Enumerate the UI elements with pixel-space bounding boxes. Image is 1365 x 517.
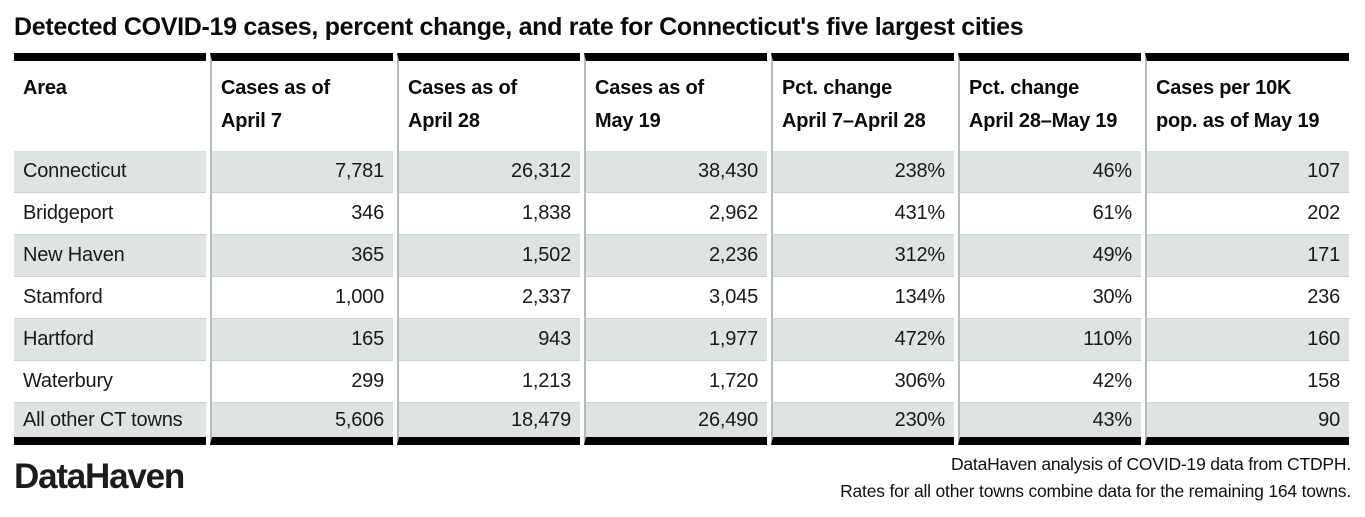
table-row-stamford: Stamford 1,000 2,337 3,045 134% 30% 236 — [14, 277, 1349, 319]
column-header-pct-change-2: Pct. change April 28–May 19 — [958, 53, 1141, 151]
value-cell: 312% — [771, 235, 954, 277]
value-cell: 26,312 — [397, 151, 580, 193]
value-cell: 943 — [397, 319, 580, 361]
value-cell: 134% — [771, 277, 954, 319]
value-cell: 165 — [210, 319, 393, 361]
area-cell: Bridgeport — [14, 193, 206, 235]
value-cell: 158 — [1145, 361, 1349, 403]
datahaven-logo: DataHaven — [14, 457, 185, 496]
page: Detected COVID-19 cases, percent change,… — [10, 13, 1353, 445]
value-cell: 171 — [1145, 235, 1349, 277]
value-cell: 346 — [210, 193, 393, 235]
header-line2: pop. as of May 19 — [1156, 110, 1320, 132]
table-row-connecticut: Connecticut 7,781 26,312 38,430 238% 46%… — [14, 151, 1349, 193]
table-body: Connecticut 7,781 26,312 38,430 238% 46%… — [14, 151, 1349, 445]
value-cell: 90 — [1145, 403, 1349, 445]
value-cell: 2,962 — [584, 193, 767, 235]
table-header: Area Cases as of April 7 Cases as of Apr… — [14, 53, 1349, 151]
header-line1: Area — [23, 77, 67, 99]
value-cell: 30% — [958, 277, 1141, 319]
value-cell: 2,337 — [397, 277, 580, 319]
value-cell: 26,490 — [584, 403, 767, 445]
table-row-all-other-ct-towns: All other CT towns 5,606 18,479 26,490 2… — [14, 403, 1349, 445]
table-row-waterbury: Waterbury 299 1,213 1,720 306% 42% 158 — [14, 361, 1349, 403]
value-cell: 107 — [1145, 151, 1349, 193]
value-cell: 42% — [958, 361, 1141, 403]
value-cell: 306% — [771, 361, 954, 403]
value-cell: 1,720 — [584, 361, 767, 403]
column-header-pct-change-1: Pct. change April 7–April 28 — [771, 53, 954, 151]
column-header-cases-apr7: Cases as of April 7 — [210, 53, 393, 151]
value-cell: 43% — [958, 403, 1141, 445]
value-cell: 2,236 — [584, 235, 767, 277]
value-cell: 299 — [210, 361, 393, 403]
value-cell: 160 — [1145, 319, 1349, 361]
source-note-line1: DataHaven analysis of COVID-19 data from… — [950, 454, 1351, 474]
area-cell: New Haven — [14, 235, 206, 277]
header-line2: April 28–May 19 — [969, 110, 1118, 132]
header-line1: Cases as of — [408, 77, 517, 99]
area-cell: All other CT towns — [14, 403, 206, 445]
area-cell: Stamford — [14, 277, 206, 319]
table-row-bridgeport: Bridgeport 346 1,838 2,962 431% 61% 202 — [14, 193, 1349, 235]
area-cell: Hartford — [14, 319, 206, 361]
value-cell: 49% — [958, 235, 1141, 277]
value-cell: 1,838 — [397, 193, 580, 235]
value-cell: 3,045 — [584, 277, 767, 319]
source-note-line2: Rates for all other towns combine data f… — [840, 481, 1351, 501]
chart-title: Detected COVID-19 cases, percent change,… — [14, 13, 1024, 41]
value-cell: 1,977 — [584, 319, 767, 361]
value-cell: 46% — [958, 151, 1141, 193]
table-row-hartford: Hartford 165 943 1,977 472% 110% 160 — [14, 319, 1349, 361]
header-line1: Pct. change — [782, 77, 893, 99]
value-cell: 202 — [1145, 193, 1349, 235]
value-cell: 431% — [771, 193, 954, 235]
footer: DataHaven DataHaven analysis of COVID-19… — [0, 445, 1365, 505]
header-line2: April 7 — [221, 110, 282, 132]
column-header-cases-may19: Cases as of May 19 — [584, 53, 767, 151]
value-cell: 61% — [958, 193, 1141, 235]
header-line1: Cases as of — [595, 77, 704, 99]
value-cell: 365 — [210, 235, 393, 277]
value-cell: 38,430 — [584, 151, 767, 193]
header-line1: Pct. change — [969, 77, 1080, 99]
area-cell: Waterbury — [14, 361, 206, 403]
table-row-new-haven: New Haven 365 1,502 2,236 312% 49% 171 — [14, 235, 1349, 277]
value-cell: 1,502 — [397, 235, 580, 277]
header-line1: Cases per 10K — [1156, 77, 1292, 99]
area-cell: Connecticut — [14, 151, 206, 193]
data-table: Area Cases as of April 7 Cases as of Apr… — [10, 53, 1353, 445]
value-cell: 236 — [1145, 277, 1349, 319]
header-line2: May 19 — [595, 110, 661, 132]
header-line1: Cases as of — [221, 77, 330, 99]
column-header-rate: Cases per 10K pop. as of May 19 — [1145, 53, 1349, 151]
column-header-area: Area — [14, 53, 206, 151]
value-cell: 472% — [771, 319, 954, 361]
value-cell: 110% — [958, 319, 1141, 361]
value-cell: 1,000 — [210, 277, 393, 319]
value-cell: 230% — [771, 403, 954, 445]
value-cell: 5,606 — [210, 403, 393, 445]
header-line2: April 28 — [408, 110, 480, 132]
value-cell: 238% — [771, 151, 954, 193]
header-row: Area Cases as of April 7 Cases as of Apr… — [14, 53, 1349, 151]
value-cell: 18,479 — [397, 403, 580, 445]
header-line2: April 7–April 28 — [782, 110, 926, 132]
value-cell: 1,213 — [397, 361, 580, 403]
column-header-cases-apr28: Cases as of April 28 — [397, 53, 580, 151]
value-cell: 7,781 — [210, 151, 393, 193]
source-notes: DataHaven analysis of COVID-19 data from… — [840, 448, 1351, 505]
